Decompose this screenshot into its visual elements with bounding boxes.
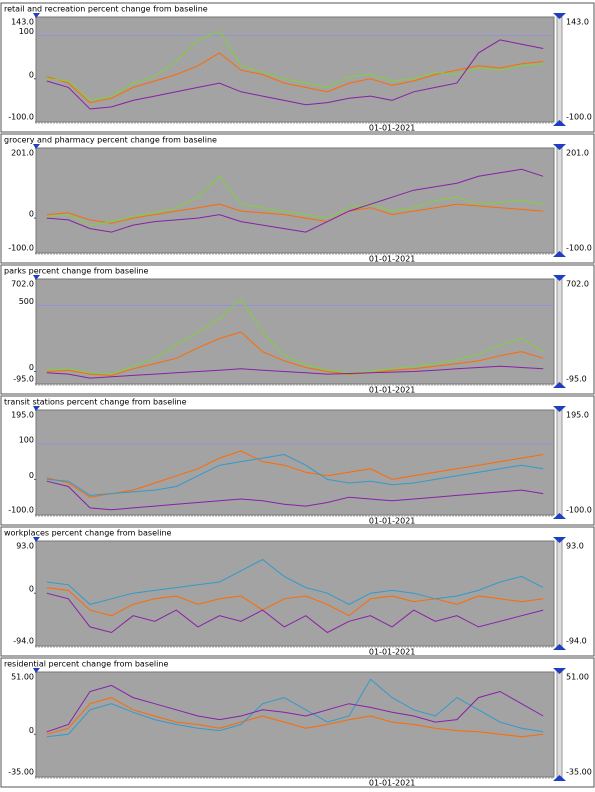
y-tick-label: -35.00 (8, 768, 34, 777)
y-tick-label: 702.0 (11, 280, 34, 289)
series-line (46, 39, 544, 110)
y-tick-label: 201.0 (11, 149, 34, 158)
range-handle-top (553, 144, 566, 150)
range-handle-bottom (553, 382, 566, 388)
y-tick-label-right: -100.0 (566, 506, 592, 515)
y-tick-label-right: -94.0 (566, 637, 587, 646)
series-line (46, 453, 544, 496)
series-line (46, 175, 544, 226)
x-tick-label: 01-01-2021 (369, 386, 416, 395)
panel-title: residential percent change from baseline (4, 660, 168, 669)
y-tick-label: -100.0 (8, 244, 34, 253)
y-tick-label: 0 (29, 70, 34, 79)
series-line (46, 678, 544, 738)
y-tick-label-right: 195.0 (566, 411, 589, 420)
range-handle-bottom (553, 644, 566, 650)
scroll-bar (556, 671, 563, 778)
y-tick-label: 100 (19, 27, 34, 36)
y-tick-label-right: -100.0 (566, 244, 592, 253)
start-marker (33, 13, 40, 18)
y-tick-label-right: 143.0 (566, 18, 589, 27)
x-tick-label: 01-01-2021 (369, 124, 416, 133)
y-tick-label: 100 (19, 435, 34, 444)
range-handle-top (553, 537, 566, 543)
panel-title: workplaces percent change from baseline (4, 529, 172, 538)
scroll-bar (556, 409, 563, 516)
range-handle-bottom (553, 513, 566, 519)
y-tick-label: 0 (29, 210, 34, 219)
range-handle-top (553, 406, 566, 412)
series-line (46, 365, 544, 379)
plot-area (35, 278, 555, 385)
scroll-bar (556, 278, 563, 385)
series-line (46, 592, 544, 634)
x-tick-label: 01-01-2021 (369, 779, 416, 788)
range-handle-bottom (553, 251, 566, 257)
plot-area (35, 147, 555, 254)
panel-title: parks percent change from baseline (4, 267, 149, 276)
y-tick-label-right: 702.0 (566, 280, 589, 289)
panel-title: grocery and pharmacy percent change from… (4, 136, 217, 145)
start-marker (33, 537, 40, 542)
range-handle-top (553, 668, 566, 674)
y-tick-label: 500 (19, 297, 34, 306)
range-handle-bottom (553, 120, 566, 126)
y-tick-label: -100.0 (8, 506, 34, 515)
plot-area (35, 671, 555, 778)
start-marker (33, 668, 40, 673)
x-tick-label: 01-01-2021 (369, 648, 416, 657)
series-line (46, 168, 544, 233)
range-handle-top (553, 275, 566, 281)
series-line (46, 480, 544, 511)
series-line (46, 450, 544, 498)
y-tick-label: 0 (29, 726, 34, 735)
range-handle-top (553, 13, 566, 19)
series-line (46, 298, 544, 375)
y-tick-label: 93.0 (16, 542, 34, 551)
series-line (46, 587, 544, 617)
panel-title: retail and recreation percent change fro… (4, 5, 208, 14)
start-marker (33, 275, 40, 280)
scroll-bar (556, 540, 563, 647)
range-handle-bottom (553, 775, 566, 781)
y-tick-label-right: 93.0 (566, 542, 584, 551)
x-tick-label: 01-01-2021 (369, 255, 416, 264)
y-tick-label: 0 (29, 363, 34, 372)
y-tick-label: 143.0 (11, 18, 34, 27)
scroll-bar (556, 147, 563, 254)
y-tick-label: 195.0 (11, 411, 34, 420)
y-tick-label-right: -95.0 (566, 375, 587, 384)
scroll-bar (556, 16, 563, 123)
y-tick-label: -95.0 (13, 375, 34, 384)
x-tick-label: 01-01-2021 (369, 517, 416, 526)
y-tick-label: -100.0 (8, 113, 34, 122)
start-marker (33, 144, 40, 149)
y-tick-label-right: -35.00 (566, 768, 592, 777)
y-tick-label-right: -100.0 (566, 113, 592, 122)
y-tick-label: 51.00 (11, 673, 34, 682)
series-line (46, 331, 544, 376)
y-tick-label-right: 51.00 (566, 673, 589, 682)
y-tick-label: 0 (29, 471, 34, 480)
y-tick-label: 0 (29, 585, 34, 594)
series-line (46, 697, 544, 738)
y-tick-label-right: 201.0 (566, 149, 589, 158)
series-line (46, 30, 544, 101)
series-line (46, 52, 544, 104)
start-marker (33, 406, 40, 411)
y-tick-label: -94.0 (13, 637, 34, 646)
series-line (46, 684, 544, 733)
panel-title: transit stations percent change from bas… (4, 398, 187, 407)
plot-area (35, 409, 555, 516)
series-line (46, 558, 544, 605)
plot-area (35, 16, 555, 123)
series-line (46, 203, 544, 224)
